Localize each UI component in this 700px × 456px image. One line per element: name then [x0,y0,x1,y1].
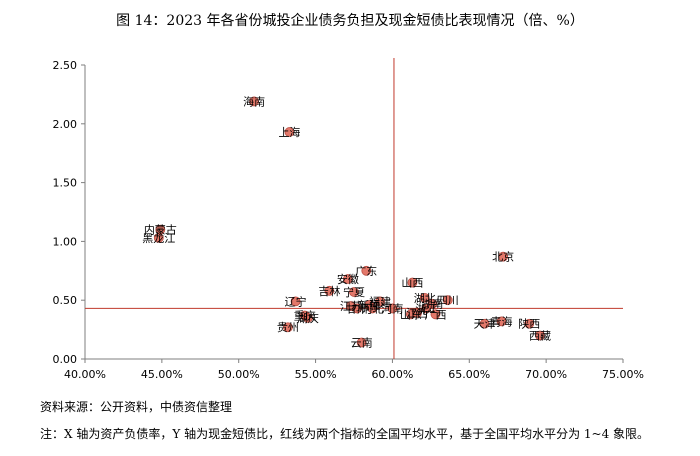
data-point-label: 山西 [401,277,423,290]
x-tick-labels: 40.00% 45.00% 50.00% 55.00% 60.00% 65.00% 70.0… [64,368,644,381]
data-point-label: 浙江 [415,302,437,315]
data-point-label: 江西 [406,307,428,320]
data-point [375,296,386,307]
data-point-label: 湖南 [421,298,443,311]
y-tick-label: 0.50 [53,294,78,307]
data-point [387,303,398,314]
data-point [496,316,507,327]
data-point-label: 西藏 [529,329,551,342]
y-tick-label: 0.00 [53,353,78,366]
data-point [324,285,335,296]
data-point-label: 上海 [278,125,300,139]
data-point-label: 云南 [351,337,373,350]
data-point [352,303,362,314]
data-point-label: 黑龙江 [142,232,175,245]
data-point-label: 江苏 [340,300,362,313]
data-point [367,303,378,314]
data-point-label: 新疆 [358,298,380,312]
y-tick-label: 2.50 [53,59,78,72]
data-point-label: 陕西 [518,317,540,331]
data-point-label: 重庆 [294,308,316,322]
data-point [249,96,259,107]
data-point [290,296,301,307]
x-tick-label: 45.00% [141,368,183,381]
data-point [442,295,453,306]
data-point [430,309,441,320]
data-point-label: 广西 [424,308,446,321]
data-point [302,312,313,323]
data-point-label: 贵州 [277,321,299,334]
data-point-label: 内蒙古 [144,223,177,237]
data-point-label: 宁夏 [343,285,365,299]
data-point [407,277,418,288]
data-point [284,127,295,137]
data-point [524,318,535,329]
data-point-label: 安徽 [337,272,359,286]
data-point [419,292,430,303]
data-points [153,96,545,348]
data-point [153,232,164,243]
data-point-label: 辽宁 [285,294,307,308]
data-point [421,303,432,314]
data-point [283,322,293,333]
data-point [349,287,359,297]
chart-title: 图 14：2023 年各省份城投企业债务负担及现金短债比表现情况（倍、%） [116,13,584,29]
data-point-label: 湖北 [414,292,436,305]
data-point-label: 北京 [492,250,514,264]
data-point-label: 河南 [381,302,403,315]
data-point-label: 河北 [361,302,383,315]
y-tick-label: 2.00 [53,118,78,131]
data-point-label: 天津 [474,318,496,331]
x-tick-label: 55.00% [295,368,337,381]
x-tick-label: 70.00% [525,368,567,381]
y-tick-label: 1.00 [53,235,78,248]
x-tick-label: 60.00% [371,368,413,381]
data-point [342,274,353,284]
x-tick-label: 75.00% [602,368,644,381]
y-tick-labels: 0.00 0.50 1.00 1.50 2.00 2.50 [53,59,78,366]
scatter-chart: 40.00% 45.00% 50.00% 55.00% 60.00% 65.00% 70.0… [53,58,644,381]
data-point-label: 海南 [243,94,265,108]
data-point [412,308,422,319]
x-tick-label: 65.00% [448,368,490,381]
data-point [498,251,509,262]
x-tick-label: 50.00% [218,368,260,381]
x-tick-label: 40.00% [64,368,106,381]
data-point-label: 吉林 [318,284,340,298]
data-point-label: 山东 [400,308,422,321]
footnote: 注：X 轴为资产负债率，Y 轴为现金短债比，红线为两个指标的全国平均水平，基于全… [40,427,650,441]
data-point-label: 甘肃 [346,302,368,315]
y-tick-label: 1.50 [53,177,78,190]
data-point [479,318,490,329]
data-point-label: 湖庆 [297,311,319,325]
data-point [535,330,545,341]
data-point [356,337,367,348]
source-note: 资料来源：公开资料，中债资信整理 [40,400,233,414]
data-point-label: 福建 [369,294,391,308]
data-point-label: 青海 [491,314,513,328]
data-point-label: 广东 [355,265,377,278]
data-point-labels: 海南上海内蒙古黑龙江北京广东安徽 山西吉林 宁夏湖北 四川 辽宁 福建 湖南 江苏新疆 浙江 甘肃… [142,94,551,349]
data-point [361,265,372,276]
axes [81,64,624,363]
data-point-label: 四川 [437,294,459,307]
